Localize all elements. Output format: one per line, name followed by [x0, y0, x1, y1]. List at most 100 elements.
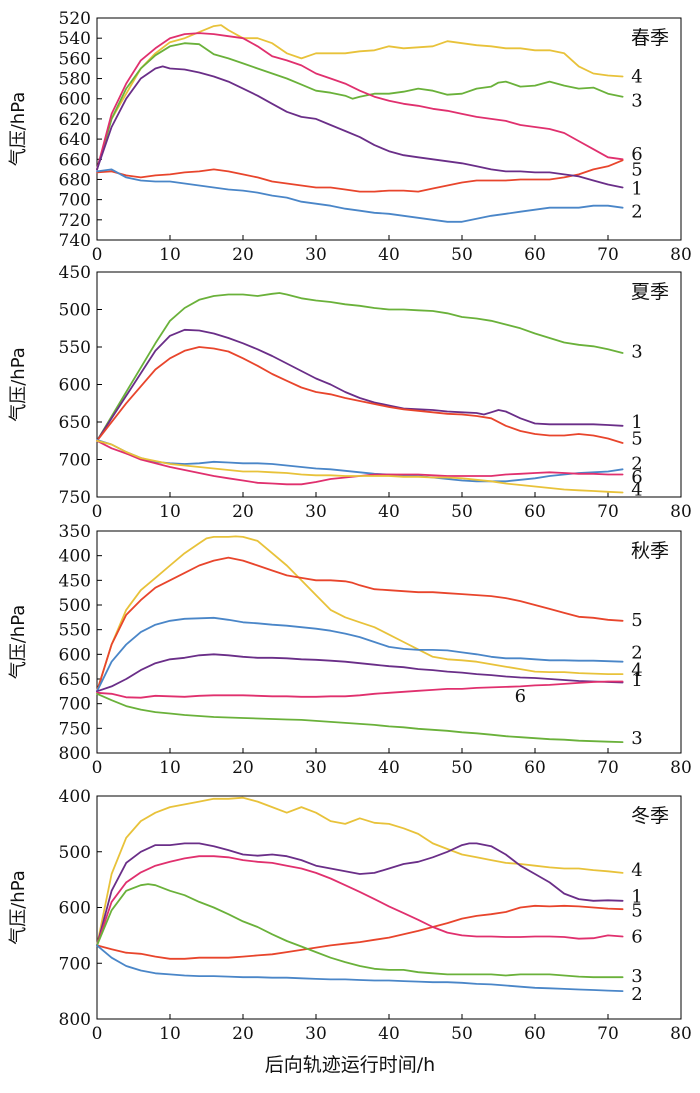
- series-line-1: [96, 842, 624, 947]
- x-tick-label: 50: [451, 502, 473, 522]
- series-label-3: 3: [631, 342, 642, 363]
- series-line-4: [96, 796, 624, 947]
- y-axis-label: 气压/hPa: [8, 92, 29, 167]
- y-axis-label: 气压/hPa: [8, 347, 29, 422]
- series-label-3: 3: [631, 91, 642, 112]
- y-tick-label: 540: [59, 29, 91, 49]
- series-label-6: 6: [631, 144, 642, 165]
- series-line-4: [96, 535, 624, 693]
- y-tick-label: 550: [59, 621, 91, 641]
- y-tick-label: 580: [59, 70, 91, 90]
- x-tick-label: 10: [159, 758, 181, 778]
- panel-title: 冬季: [631, 805, 669, 827]
- y-tick-label: 500: [59, 301, 91, 321]
- x-tick-label: 10: [159, 502, 181, 522]
- series-label-1: 1: [631, 670, 642, 691]
- panel-title: 秋季: [631, 540, 669, 562]
- x-axis-label: 后向轨迹运行时间/h: [264, 1054, 436, 1076]
- series-line-4: [96, 24, 624, 171]
- series-label-5: 5: [631, 610, 642, 631]
- y-tick-label: 800: [59, 1010, 91, 1030]
- x-tick-label: 80: [670, 758, 692, 778]
- x-tick-label: 80: [670, 1024, 692, 1044]
- y-tick-label: 700: [59, 695, 91, 715]
- series-label-1: 1: [631, 179, 642, 200]
- x-tick-label: 80: [670, 502, 692, 522]
- x-tick-label: 0: [92, 245, 103, 265]
- series-line-5: [96, 904, 624, 960]
- y-tick-label: 620: [59, 110, 91, 130]
- plot-frame: [96, 530, 682, 754]
- y-tick-label: 500: [59, 843, 91, 863]
- x-tick-label: 70: [597, 502, 619, 522]
- y-tick-label: 720: [59, 211, 91, 231]
- y-tick-label: 750: [59, 488, 91, 508]
- series-label-6: 6: [631, 467, 642, 488]
- y-tick-label: 650: [59, 670, 91, 690]
- y-tick-label: 700: [59, 954, 91, 974]
- series-line-5: [96, 159, 624, 193]
- y-tick-label: 600: [59, 90, 91, 110]
- series-label-3: 3: [631, 966, 642, 987]
- y-tick-label: 520: [59, 9, 91, 29]
- x-tick-label: 70: [597, 245, 619, 265]
- x-tick-label: 10: [159, 245, 181, 265]
- x-tick-label: 40: [378, 758, 400, 778]
- panel-title: 春季: [631, 27, 669, 49]
- x-tick-label: 30: [305, 502, 327, 522]
- y-tick-label: 400: [59, 787, 91, 807]
- x-tick-label: 60: [524, 245, 546, 265]
- series-label-2: 2: [631, 453, 642, 474]
- y-tick-label: 600: [59, 645, 91, 665]
- x-tick-label: 20: [232, 245, 254, 265]
- series-line-2: [96, 616, 624, 693]
- y-tick-label: 700: [59, 451, 91, 471]
- x-tick-label: 40: [378, 502, 400, 522]
- x-tick-label: 20: [232, 1024, 254, 1044]
- series-line-3: [96, 42, 624, 171]
- series-line-3: [96, 692, 624, 743]
- x-tick-label: 10: [159, 1024, 181, 1044]
- y-tick-label: 750: [59, 719, 91, 739]
- x-tick-label: 30: [305, 245, 327, 265]
- x-tick-label: 70: [597, 1024, 619, 1044]
- series-label-4: 4: [631, 67, 642, 88]
- x-tick-label: 50: [451, 245, 473, 265]
- x-tick-label: 60: [524, 758, 546, 778]
- y-tick-label: 450: [59, 571, 91, 591]
- series-line-6: [96, 32, 624, 171]
- series-line-2: [96, 944, 624, 992]
- x-tick-label: 50: [451, 1024, 473, 1044]
- x-tick-label: 40: [378, 1024, 400, 1044]
- y-tick-label: 600: [59, 376, 91, 396]
- x-tick-label: 0: [92, 758, 103, 778]
- y-tick-label: 400: [59, 547, 91, 567]
- x-tick-label: 60: [524, 502, 546, 522]
- series-line-4: [96, 439, 624, 494]
- series-line-6: [96, 855, 624, 947]
- series-label-4: 4: [631, 860, 642, 881]
- y-tick-label: 600: [59, 899, 91, 919]
- series-label-1: 1: [631, 412, 642, 433]
- y-tick-label: 640: [59, 130, 91, 150]
- series-label-1: 1: [631, 886, 642, 907]
- series-label-4: 4: [631, 480, 642, 501]
- series-label-5: 5: [631, 159, 642, 180]
- x-tick-label: 80: [670, 245, 692, 265]
- x-tick-label: 50: [451, 758, 473, 778]
- series-line-2: [96, 439, 624, 483]
- series-label-2: 2: [631, 202, 642, 223]
- series-line-3: [96, 883, 624, 979]
- series-label-4: 4: [631, 660, 642, 681]
- y-tick-label: 800: [59, 744, 91, 764]
- series-label-2: 2: [631, 984, 642, 1005]
- series-line-1: [96, 653, 624, 693]
- x-tick-label: 70: [597, 758, 619, 778]
- series-line-1: [96, 328, 624, 442]
- series-label-2: 2: [631, 642, 642, 663]
- y-tick-label: 500: [59, 596, 91, 616]
